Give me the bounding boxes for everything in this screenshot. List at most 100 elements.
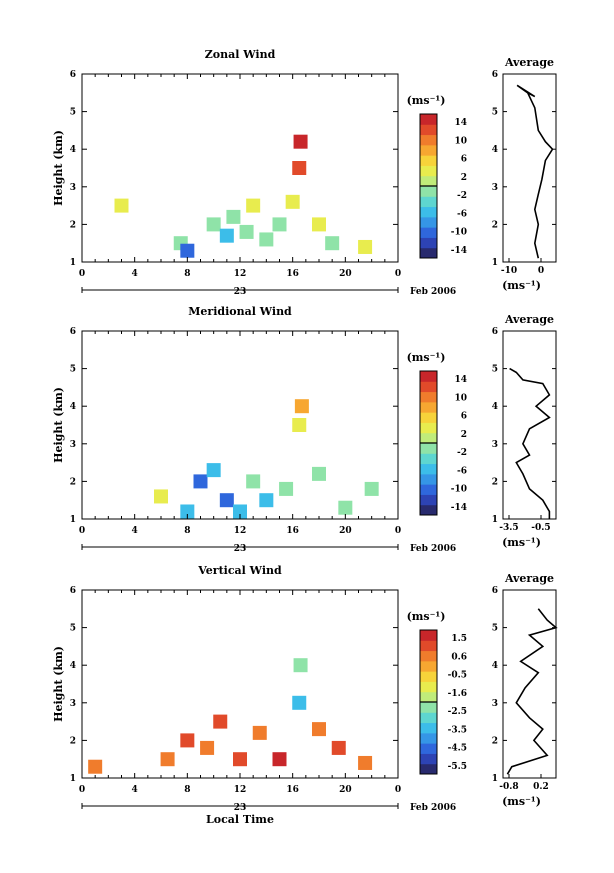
date-label: Feb 2006: [410, 544, 456, 554]
avg-x-tick-label: -0.5: [531, 523, 550, 533]
heatmap-cell: [233, 504, 247, 519]
average-title: Average: [504, 313, 554, 326]
heatmap-cell: [200, 740, 215, 755]
colorbar-tick-label: -6: [457, 466, 467, 476]
colorbar-tick-label: -0.5: [448, 671, 467, 681]
heatmap-cell: [293, 658, 308, 673]
heatmap-cell: [88, 759, 103, 774]
heatmap-cell: [292, 418, 307, 432]
heatmap-cell: [364, 481, 379, 496]
y-tick-label: 1: [70, 774, 76, 784]
colorbar-swatch: [420, 640, 437, 652]
colorbar-unit: (ms⁻¹): [407, 94, 446, 107]
colorbar-tick-label: 14: [454, 375, 467, 385]
heatmap-cell: [180, 243, 195, 258]
heatmap-cell: [246, 474, 261, 489]
date-label: Feb 2006: [410, 803, 456, 813]
colorbar-swatch: [420, 681, 437, 693]
heatmap-cell: [180, 504, 195, 519]
x-tick-label: 4: [132, 526, 138, 536]
colorbar-swatch: [420, 732, 437, 744]
heatmap-cell: [154, 489, 168, 504]
heatmap-cell: [206, 463, 221, 478]
y-tick-label: 4: [70, 661, 76, 671]
avg-y-tick-label: 1: [492, 258, 498, 268]
heatmap-cell: [338, 500, 353, 515]
avg-x-tick-label: 0.2: [533, 782, 549, 792]
colorbar-swatch: [420, 484, 437, 495]
heatmap-cell: [219, 493, 234, 508]
heatmap-cell: [358, 239, 373, 254]
heatmap-cell: [239, 224, 254, 239]
colorbar-tick-label: -4.5: [448, 744, 467, 754]
x-tick-label: 12: [234, 526, 247, 536]
heatmap-cell: [233, 752, 247, 767]
colorbar-swatch: [420, 743, 437, 754]
heatmap-cell: [272, 752, 287, 767]
colorbar-swatch: [420, 186, 437, 197]
colorbar-swatch: [420, 763, 437, 775]
avg-x-tick-label: 0: [538, 266, 544, 276]
colorbar-swatch: [420, 432, 437, 444]
colorbar-tick-label: 2: [461, 430, 467, 440]
x-axis-label: Local Time: [206, 813, 274, 826]
date-label: Feb 2006: [410, 287, 456, 297]
avg-y-tick-label: 4: [492, 145, 498, 155]
colorbar-swatch: [420, 196, 437, 208]
colorbar-swatch: [420, 412, 437, 423]
colorbar-tick-label: 0.6: [451, 652, 467, 662]
avg-y-tick-label: 4: [492, 661, 498, 671]
colorbar-tick-label: -6: [457, 209, 467, 219]
heatmap-cell: [272, 217, 287, 232]
colorbar-swatch: [420, 401, 437, 413]
colorbar-swatch: [420, 722, 437, 734]
x-tick-label: 0: [395, 269, 401, 279]
x-tick-label: 20: [339, 526, 352, 536]
colorbar-swatch: [420, 144, 437, 156]
avg-y-tick-label: 3: [492, 183, 498, 193]
colorbar-unit: (ms⁻¹): [407, 610, 446, 623]
panel-title: Meridional Wind: [188, 305, 292, 318]
avg-y-tick-label: 1: [492, 774, 498, 784]
heatmap-cell: [259, 232, 274, 247]
x-tick-label: 0: [79, 526, 85, 536]
colorbar-tick-label: -14: [451, 246, 467, 256]
colorbar-tick-label: -1.6: [448, 689, 467, 699]
colorbar-tick-label: -2: [457, 448, 467, 458]
average-profile-line: [509, 367, 551, 519]
avg-unit: (ms⁻¹): [502, 279, 541, 292]
avg-y-tick-label: 6: [492, 70, 498, 80]
y-tick-label: 4: [70, 145, 76, 155]
heatmap-cell: [160, 752, 175, 767]
heatmap-cell: [312, 722, 326, 737]
x-tick-label: 0: [79, 269, 85, 279]
y-tick-label: 3: [70, 183, 76, 193]
average-profile-line: [506, 608, 558, 775]
colorbar-swatch: [420, 237, 437, 249]
heatmap-cell: [213, 714, 228, 729]
x-tick-label: 4: [132, 269, 138, 279]
colorbar-swatch: [420, 391, 437, 403]
x-tick-label: 20: [339, 269, 352, 279]
heatmap-cell: [331, 740, 346, 755]
x-tick-label: 12: [234, 269, 247, 279]
heatmap-cell: [292, 695, 307, 710]
heatmap-cell: [219, 228, 234, 243]
colorbar-swatch: [420, 247, 437, 259]
y-tick-label: 1: [70, 258, 76, 268]
colorbar-swatch: [420, 371, 437, 382]
colorbar-swatch: [420, 175, 437, 187]
heatmap-cell: [294, 399, 309, 414]
heatmap-cells: [88, 658, 373, 774]
x-tick-label: 16: [286, 785, 299, 795]
y-tick-label: 3: [70, 699, 76, 709]
colorbar-tick-label: 6: [461, 412, 467, 422]
avg-y-tick-label: 3: [492, 699, 498, 709]
y-tick-label: 3: [70, 440, 76, 450]
x-tick-label: 16: [286, 526, 299, 536]
colorbar-tick-label: -10: [451, 485, 467, 495]
plot-frame: [81, 330, 399, 520]
colorbar-tick-label: 2: [461, 173, 467, 183]
colorbar-tick-label: -2: [457, 191, 467, 201]
heatmap-cell: [325, 236, 340, 251]
